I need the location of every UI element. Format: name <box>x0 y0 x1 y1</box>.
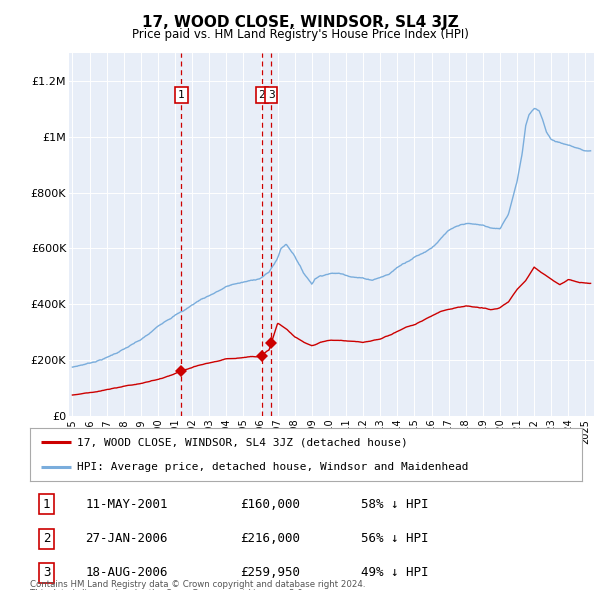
Text: 3: 3 <box>43 566 50 579</box>
Text: 17, WOOD CLOSE, WINDSOR, SL4 3JZ (detached house): 17, WOOD CLOSE, WINDSOR, SL4 3JZ (detach… <box>77 437 407 447</box>
Text: 49% ↓ HPI: 49% ↓ HPI <box>361 566 428 579</box>
Text: £216,000: £216,000 <box>240 532 300 545</box>
Text: Price paid vs. HM Land Registry's House Price Index (HPI): Price paid vs. HM Land Registry's House … <box>131 28 469 41</box>
Text: HPI: Average price, detached house, Windsor and Maidenhead: HPI: Average price, detached house, Wind… <box>77 461 469 471</box>
Text: 3: 3 <box>268 90 275 100</box>
Text: 56% ↓ HPI: 56% ↓ HPI <box>361 532 428 545</box>
Text: 1: 1 <box>178 90 185 100</box>
Text: 58% ↓ HPI: 58% ↓ HPI <box>361 498 428 511</box>
Text: £259,950: £259,950 <box>240 566 300 579</box>
Text: 2: 2 <box>259 90 265 100</box>
Text: Contains HM Land Registry data © Crown copyright and database right 2024.: Contains HM Land Registry data © Crown c… <box>30 581 365 589</box>
Text: 18-AUG-2006: 18-AUG-2006 <box>85 566 168 579</box>
Text: 1: 1 <box>43 498 50 511</box>
Text: 2: 2 <box>43 532 50 545</box>
Text: 17, WOOD CLOSE, WINDSOR, SL4 3JZ: 17, WOOD CLOSE, WINDSOR, SL4 3JZ <box>142 15 458 30</box>
Text: 27-JAN-2006: 27-JAN-2006 <box>85 532 168 545</box>
Text: £160,000: £160,000 <box>240 498 300 511</box>
Text: This data is licensed under the Open Government Licence v3.0.: This data is licensed under the Open Gov… <box>30 589 305 590</box>
Text: 11-MAY-2001: 11-MAY-2001 <box>85 498 168 511</box>
